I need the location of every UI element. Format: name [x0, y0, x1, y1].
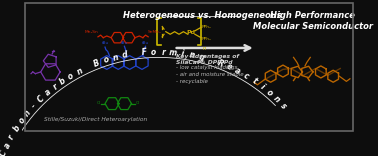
- Text: n: n: [23, 108, 33, 118]
- Text: Key Advantages of
SilaCat® DPP-Pd: Key Advantages of SilaCat® DPP-Pd: [177, 54, 239, 65]
- Text: r: r: [161, 48, 166, 57]
- Text: a: a: [233, 66, 242, 76]
- Text: n: n: [271, 94, 282, 104]
- Text: a: a: [2, 141, 12, 150]
- Text: r: r: [7, 133, 17, 141]
- Text: PPh₃: PPh₃: [202, 37, 212, 41]
- Text: SnMe₃: SnMe₃: [148, 30, 162, 34]
- Text: m: m: [169, 48, 177, 57]
- Text: g: g: [198, 52, 206, 63]
- Text: tBu: tBu: [142, 41, 149, 45]
- Text: - recyclable: - recyclable: [177, 79, 208, 84]
- Text: b: b: [11, 124, 22, 134]
- Text: i: i: [181, 49, 185, 58]
- Text: c: c: [242, 71, 250, 81]
- Text: C: C: [0, 150, 9, 156]
- Text: e: e: [225, 62, 233, 72]
- Text: b: b: [58, 76, 68, 87]
- Text: r: r: [51, 82, 59, 92]
- Text: Stille/Suzuki/Direct Heteroarylation: Stille/Suzuki/Direct Heteroarylation: [44, 117, 147, 122]
- Text: tBu: tBu: [101, 41, 108, 45]
- Text: n: n: [75, 66, 84, 77]
- Text: PPh₃: PPh₃: [202, 24, 212, 29]
- Text: Me₃Sn: Me₃Sn: [84, 30, 98, 34]
- Text: o: o: [151, 48, 156, 57]
- Text: n: n: [112, 53, 119, 63]
- Text: B: B: [93, 58, 101, 69]
- Text: - low catalyst loadings: - low catalyst loadings: [177, 65, 238, 70]
- Text: F: F: [141, 48, 147, 57]
- Text: d: d: [121, 50, 129, 60]
- Text: n: n: [189, 50, 196, 60]
- Text: Cl: Cl: [136, 101, 140, 105]
- Text: High Performance
Molecular Semiconductor: High Performance Molecular Semiconductor: [253, 11, 373, 31]
- Text: i: i: [258, 82, 266, 91]
- Text: tBu: tBu: [121, 41, 128, 45]
- Text: o: o: [17, 116, 27, 126]
- Text: R: R: [216, 58, 225, 69]
- Text: Heterogeneous vs. Homogeneous: Heterogeneous vs. Homogeneous: [124, 11, 282, 20]
- Text: -: -: [30, 102, 39, 110]
- Text: o: o: [265, 88, 274, 98]
- Text: t: t: [250, 76, 258, 86]
- Text: a: a: [43, 88, 53, 98]
- Text: C: C: [36, 94, 46, 105]
- Text: o: o: [102, 55, 110, 65]
- Text: Pd: Pd: [186, 30, 195, 35]
- Text: s: s: [278, 101, 288, 111]
- Text: Cl: Cl: [97, 101, 101, 105]
- Text: n: n: [203, 46, 206, 51]
- Text: - air and moisture stable: - air and moisture stable: [177, 72, 244, 77]
- Text: o: o: [67, 71, 76, 81]
